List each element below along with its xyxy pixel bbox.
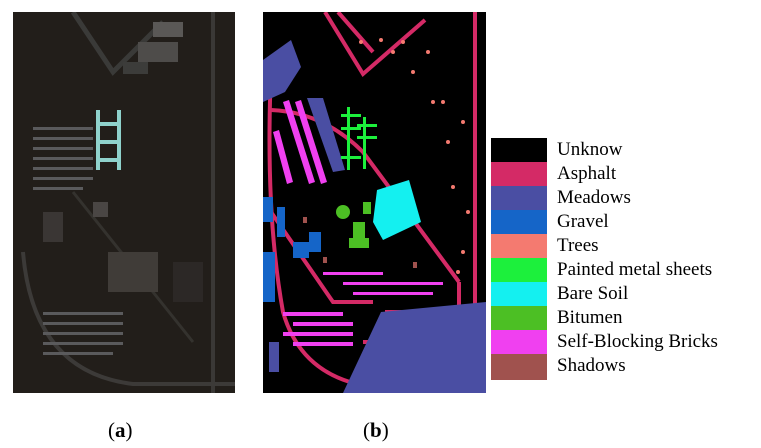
satellite-image-graphic — [13, 12, 235, 393]
satellite-image — [13, 12, 235, 393]
legend-swatch — [491, 186, 547, 212]
legend-item: Shadows — [491, 354, 761, 380]
caption-a: (a) — [108, 418, 133, 442]
legend-label: Bare Soil — [557, 283, 629, 304]
legend-swatch — [491, 258, 547, 284]
legend-item: Gravel — [491, 210, 761, 236]
legend-label: Painted metal sheets — [557, 259, 713, 280]
legend-item: Bare Soil — [491, 282, 761, 308]
legend-label: Bitumen — [557, 307, 623, 328]
legend-swatch — [491, 354, 547, 380]
legend-swatch — [491, 330, 547, 356]
caption-b: (b) — [363, 418, 389, 442]
legend-swatch — [491, 162, 547, 188]
legend-item: Bitumen — [491, 306, 761, 332]
legend-label: Unknow — [557, 139, 623, 160]
legend-label: Meadows — [557, 187, 631, 208]
legend-label: Self-Blocking Bricks — [557, 331, 718, 352]
legend-item: Asphalt — [491, 162, 761, 188]
legend-swatch — [491, 234, 547, 260]
legend-item: Painted metal sheets — [491, 258, 761, 284]
ground-truth-map — [263, 12, 486, 393]
legend-item: Self-Blocking Bricks — [491, 330, 761, 356]
legend-swatch — [491, 138, 547, 164]
legend-item: Unknow — [491, 138, 761, 164]
legend-swatch — [491, 306, 547, 332]
legend-label: Asphalt — [557, 163, 617, 184]
legend-label: Shadows — [557, 355, 626, 376]
legend-item: Meadows — [491, 186, 761, 212]
legend-item: Trees — [491, 234, 761, 260]
ground-truth-map-graphic — [263, 12, 486, 393]
legend-label: Trees — [557, 235, 599, 256]
legend-swatch — [491, 210, 547, 236]
legend-label: Gravel — [557, 211, 609, 232]
legend-swatch — [491, 282, 547, 308]
